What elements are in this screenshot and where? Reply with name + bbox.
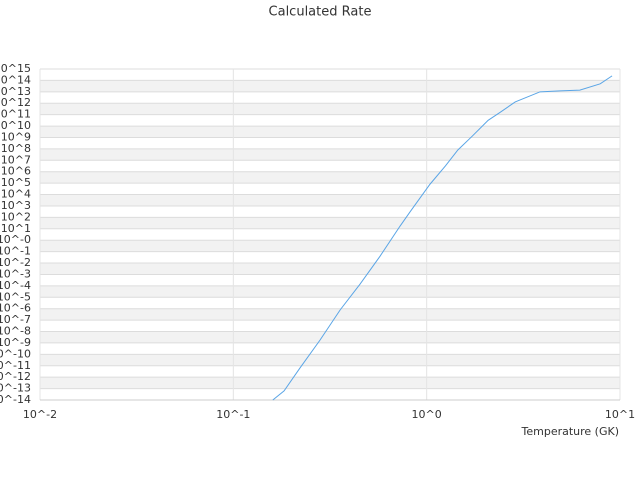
y-tick-label: 10^-10 xyxy=(0,347,31,360)
x-tick-label: 10^-2 xyxy=(23,408,57,421)
y-tick-label: 10^-3 xyxy=(0,267,31,280)
y-tick-label: 10^5 xyxy=(1,176,31,189)
grid-band xyxy=(40,308,620,321)
y-tick-label: 10^2 xyxy=(1,210,31,223)
chart-title: Calculated Rate xyxy=(269,5,372,20)
y-tick-label: 10^-12 xyxy=(0,370,31,383)
y-tick-label: 10^-8 xyxy=(0,325,31,338)
y-tick-label: 10^-1 xyxy=(0,245,31,258)
grid-band xyxy=(40,354,620,366)
grid-band xyxy=(40,194,620,206)
y-tick-label: 10^-9 xyxy=(0,336,31,349)
y-tick-label: 10^-0 xyxy=(0,233,31,246)
grid-band xyxy=(40,171,620,184)
x-tick-label: 10^0 xyxy=(412,408,442,421)
data-line xyxy=(272,75,613,401)
grid-band xyxy=(40,126,620,138)
y-tick-label: 10^-13 xyxy=(0,382,31,395)
grid-band xyxy=(40,80,620,92)
grid-band xyxy=(40,263,620,275)
grid-band xyxy=(40,103,620,115)
y-tick-label: 10^4 xyxy=(1,188,31,201)
y-tick-label: 10^-14 xyxy=(0,393,31,406)
grid-band xyxy=(40,331,620,343)
y-tick-label: 10^1 xyxy=(1,222,31,235)
y-tick-label: 10^-4 xyxy=(0,279,31,292)
y-tick-label: 10^7 xyxy=(1,153,31,166)
grid-band xyxy=(40,377,620,389)
y-tick-label: 10^3 xyxy=(1,199,31,212)
y-tick-label: 10^-7 xyxy=(0,313,31,326)
y-tick-label: 10^13 xyxy=(0,85,31,98)
y-tick-label: 10^12 xyxy=(0,96,31,109)
y-tick-label: 10^8 xyxy=(1,142,31,155)
y-tick-label: 10^10 xyxy=(0,119,31,132)
x-tick-label: 10^-1 xyxy=(216,408,250,421)
grid-band xyxy=(40,285,620,298)
y-tick-label: 10^15 xyxy=(0,62,31,75)
grid-band xyxy=(40,240,620,252)
y-tick-label: 10^11 xyxy=(0,108,31,121)
y-tick-label: 10^-5 xyxy=(0,290,31,303)
grid-band xyxy=(40,217,620,229)
grid-band xyxy=(40,148,620,161)
x-tick-label: 10^1 xyxy=(605,408,635,421)
y-tick-label: 10^-11 xyxy=(0,359,31,372)
y-tick-label: 10^-2 xyxy=(0,256,31,269)
y-tick-label: 10^6 xyxy=(1,165,31,178)
x-axis-label: Temperature (GK) xyxy=(521,425,620,438)
y-tick-label: 10^-6 xyxy=(0,302,31,315)
y-tick-label: 10^9 xyxy=(1,130,31,143)
y-tick-label: 10^14 xyxy=(0,73,31,86)
